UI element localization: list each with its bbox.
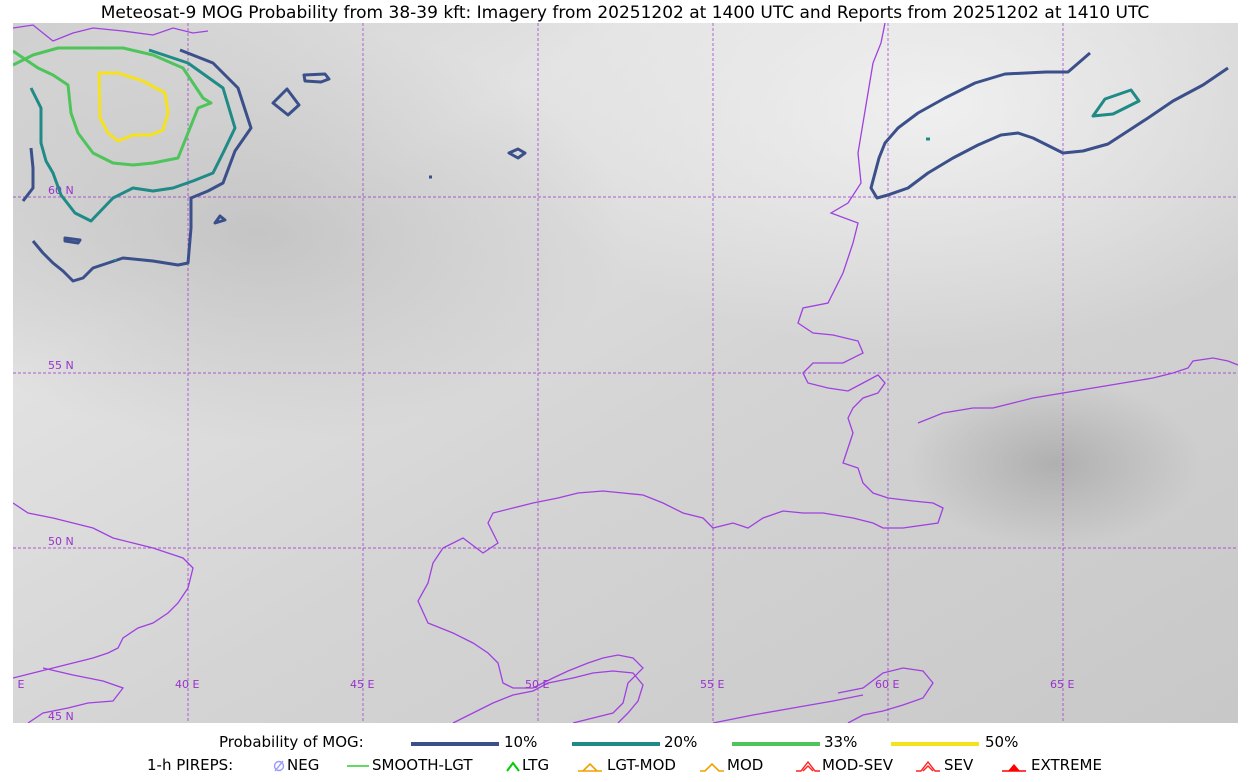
- contour-10-percent: [21, 48, 1229, 283]
- lon-label: 60 E: [875, 678, 899, 691]
- lat-label: 45 N: [48, 710, 74, 723]
- legend-prob-label: Probability of MOG:: [219, 733, 364, 751]
- legend-label-50: 50%: [985, 733, 1019, 751]
- legend-swatch-10: [411, 742, 499, 746]
- legend-label-10: 10%: [504, 733, 538, 751]
- legend-pirep-mod: MOD: [727, 756, 764, 774]
- ltg-icon: [506, 761, 520, 772]
- mod-icon: [700, 762, 724, 772]
- contour-50-percent: [97, 71, 170, 143]
- lgt-mod-icon: [578, 762, 602, 772]
- smooth-lgt-icon: [347, 765, 369, 767]
- legend-swatch-50: [891, 742, 979, 746]
- sev-icon: [916, 760, 940, 772]
- lat-label: 50 N: [48, 535, 74, 548]
- legend-pirep-neg: NEG: [287, 756, 320, 774]
- contour-33-percent: [13, 46, 213, 167]
- lon-label: 40 E: [175, 678, 199, 691]
- legend-swatch-33: [732, 742, 820, 746]
- lat-label: 55 N: [48, 359, 74, 372]
- satellite-map: 60 N 55 N 50 N 45 N 35 E 40 E 45 E 50 E …: [13, 23, 1238, 723]
- legend-pirep-lgt-mod: LGT-MOD: [607, 756, 676, 774]
- legend-pirep-smooth-lgt: SMOOTH-LGT: [372, 756, 473, 774]
- map-title: Meteosat-9 MOG Probability from 38-39 kf…: [100, 3, 1150, 23]
- legend-pirep-mod-sev: MOD-SEV: [822, 756, 893, 774]
- legend-label-20: 20%: [664, 733, 698, 751]
- legend-pirep-sev: SEV: [944, 756, 974, 774]
- mod-sev-icon: [796, 760, 820, 772]
- neg-icon: [273, 760, 285, 772]
- lon-label: 65 E: [1050, 678, 1074, 691]
- coastlines-borders: [13, 23, 1238, 723]
- legend-pireps-label: 1-h PIREPS:: [147, 756, 234, 774]
- legend-pirep-extreme: EXTREME: [1031, 756, 1102, 774]
- extreme-icon: [1002, 764, 1026, 772]
- lon-label: 50 E: [525, 678, 549, 691]
- legend-pirep-ltg: LTG: [522, 756, 550, 774]
- lon-label: 55 E: [700, 678, 724, 691]
- lon-label: 45 E: [350, 678, 374, 691]
- legend-label-33: 33%: [824, 733, 858, 751]
- contour-20-percent: [29, 48, 1141, 261]
- lon-label: 35 E: [13, 678, 24, 691]
- legend-swatch-20: [572, 742, 660, 746]
